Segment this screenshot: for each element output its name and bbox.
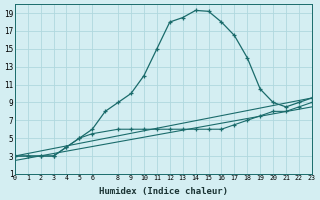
X-axis label: Humidex (Indice chaleur): Humidex (Indice chaleur): [99, 187, 228, 196]
